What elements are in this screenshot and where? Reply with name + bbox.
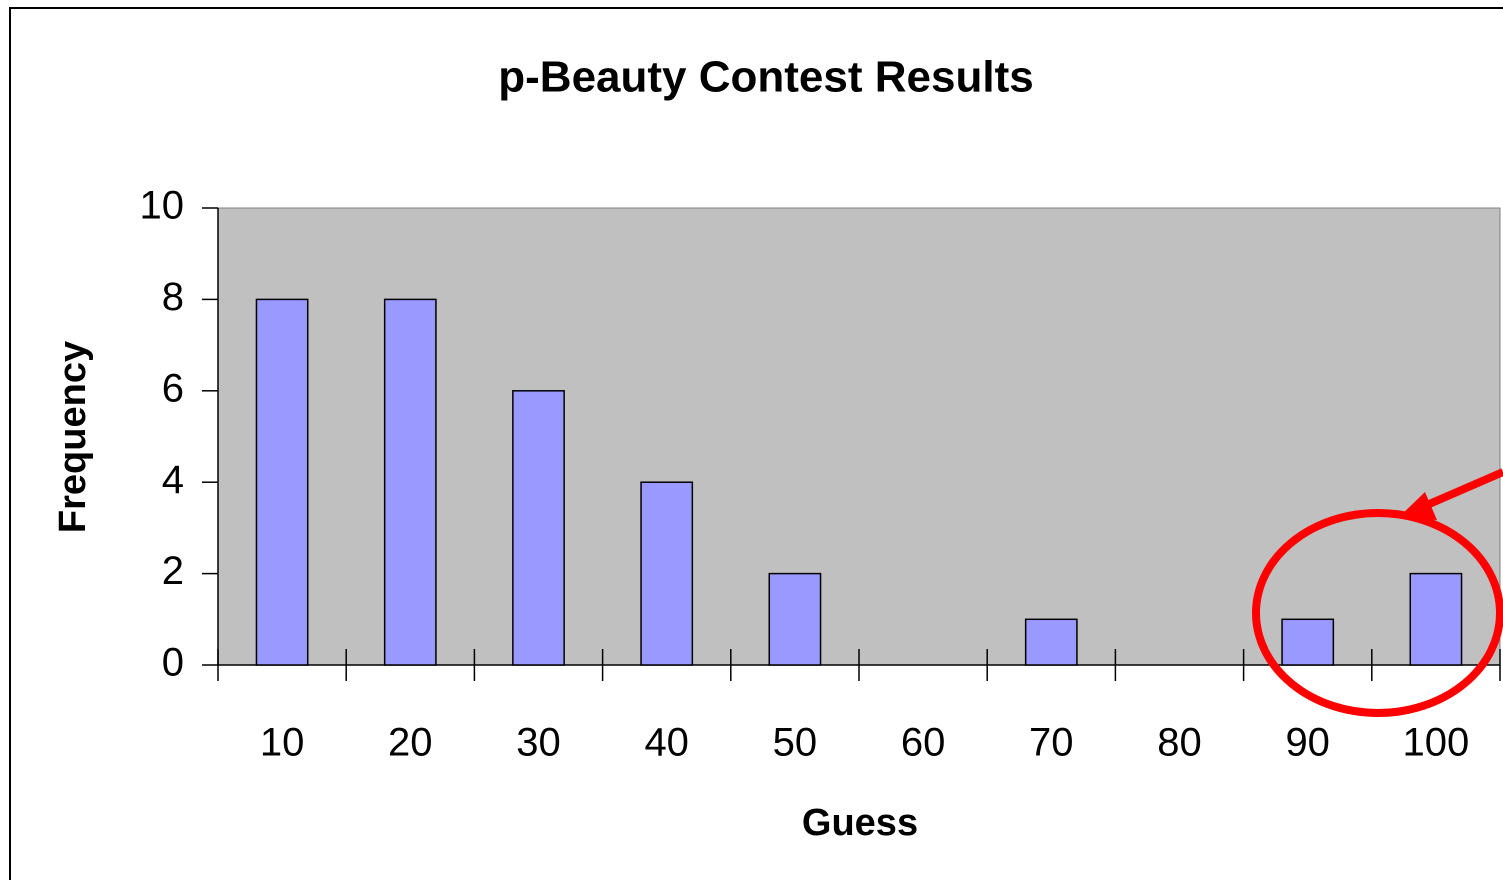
y-axis-label: Frequency xyxy=(52,341,94,533)
annotation-arrow xyxy=(1418,468,1503,512)
y-tick-label: 2 xyxy=(162,549,184,593)
y-tick-label: 8 xyxy=(162,275,184,319)
y-tick-label: 10 xyxy=(140,184,185,228)
chart-title: p-Beauty Contest Results xyxy=(498,53,1033,102)
y-tick-label: 0 xyxy=(162,641,184,685)
bar xyxy=(640,481,694,666)
x-tick-label: 10 xyxy=(260,721,305,765)
bar xyxy=(383,298,437,666)
bar xyxy=(1024,618,1078,666)
x-axis-label: Guess xyxy=(802,802,918,844)
x-tick-label: 70 xyxy=(1029,721,1074,765)
highlight-circle xyxy=(1252,509,1503,717)
x-tick-label: 30 xyxy=(516,721,561,765)
bar xyxy=(1281,618,1335,666)
bar xyxy=(512,390,565,666)
x-tick-label: 90 xyxy=(1285,721,1330,765)
y-tick-label: 4 xyxy=(162,458,184,502)
y-tick-label: 6 xyxy=(162,366,184,410)
x-tick-label: 20 xyxy=(388,721,433,765)
x-tick-label: 100 xyxy=(1403,721,1470,765)
bar xyxy=(255,298,309,666)
x-tick-label: 60 xyxy=(901,721,946,765)
x-tick-label: 80 xyxy=(1157,721,1202,765)
bar xyxy=(768,572,822,666)
x-tick-label: 50 xyxy=(773,721,818,765)
arrow-head xyxy=(1398,492,1437,520)
x-tick-label: 40 xyxy=(644,721,689,765)
bar xyxy=(1409,572,1463,666)
marks: 0 2 4 6 8 10 10 20 30 40 50 60 70 80 90 100 xyxy=(140,184,1501,765)
